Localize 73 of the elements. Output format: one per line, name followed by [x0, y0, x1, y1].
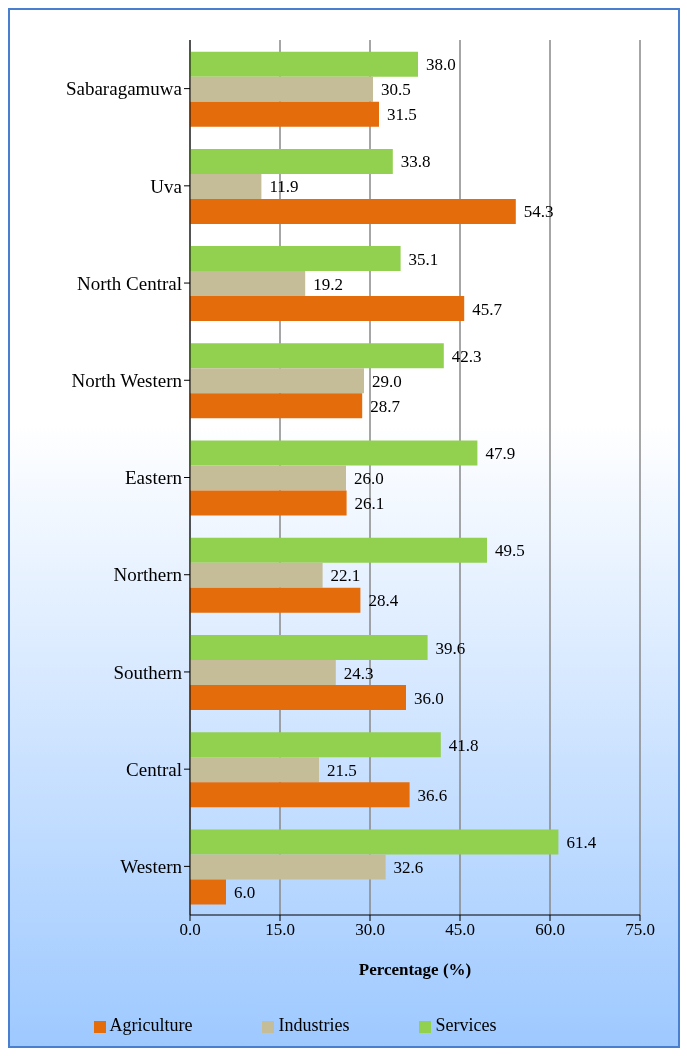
data-label: 47.9	[485, 444, 516, 464]
y-tick-label: Northern	[113, 564, 183, 586]
data-label: 32.6	[393, 857, 424, 877]
legend-label: Services	[435, 1015, 497, 1035]
data-label: 30.5	[381, 80, 411, 100]
bar	[190, 537, 487, 563]
data-label: 24.3	[343, 663, 374, 683]
x-tick-label: 60.0	[535, 920, 565, 940]
y-tick-label: Central	[126, 758, 182, 780]
bar	[190, 76, 373, 102]
y-tick-label: Southern	[113, 661, 183, 683]
data-label: 11.9	[269, 177, 299, 197]
x-tick-label: 0.0	[179, 920, 201, 940]
data-label: 45.7	[472, 299, 503, 319]
data-label: 19.2	[313, 274, 343, 294]
data-label: 38.0	[426, 55, 456, 75]
data-label: 28.4	[368, 591, 399, 611]
data-label: 22.1	[330, 566, 361, 586]
y-tick-label: Uva	[150, 175, 183, 197]
x-tick-label: 15.0	[265, 920, 295, 940]
data-label: 36.0	[414, 688, 444, 708]
y-tick-label: Western	[120, 856, 183, 878]
bar	[190, 782, 410, 808]
bar	[190, 635, 428, 660]
data-label: 26.1	[354, 494, 385, 514]
bar	[190, 271, 306, 297]
bar	[190, 393, 363, 419]
data-label: 31.5	[387, 105, 417, 125]
bar	[190, 440, 478, 466]
data-label: 29.0	[372, 371, 402, 391]
bar	[190, 587, 361, 613]
data-label: 42.3	[451, 346, 482, 366]
bar	[190, 732, 441, 758]
data-label: 21.5	[327, 760, 357, 780]
y-tick-label: North Western	[71, 370, 183, 392]
data-label: 36.6	[417, 785, 448, 805]
x-axis-title: Percentage (%)	[358, 960, 472, 979]
data-label: 61.4	[566, 832, 597, 852]
bar	[190, 829, 559, 855]
x-tick-label: 30.0	[355, 920, 385, 940]
data-label: 35.1	[408, 249, 439, 269]
bar	[190, 173, 262, 199]
bar	[190, 101, 379, 127]
bar	[190, 246, 401, 272]
data-label: 41.8	[448, 735, 479, 755]
y-tick-label: Sabaragamuwa	[65, 78, 183, 100]
data-label: 54.3	[523, 202, 554, 222]
bar	[190, 51, 418, 77]
bar	[190, 660, 336, 685]
y-tick-label: Eastern	[125, 467, 183, 489]
bar	[190, 879, 226, 905]
data-label: 33.8	[400, 152, 431, 172]
legend-label: Agriculture	[109, 1015, 193, 1035]
data-label: 49.5	[495, 541, 525, 561]
data-label: 28.7	[370, 396, 401, 416]
bar	[190, 296, 465, 322]
bar	[190, 562, 323, 588]
bar	[190, 490, 347, 516]
bar	[190, 343, 444, 369]
legend-label: Industries	[278, 1015, 350, 1035]
bar	[190, 198, 516, 224]
x-tick-label: 45.0	[445, 920, 475, 940]
x-tick-label: 75.0	[625, 920, 655, 940]
bar	[190, 854, 386, 880]
y-tick-label: North Central	[76, 272, 182, 294]
bar	[190, 685, 406, 710]
data-label: 6.0	[234, 882, 256, 902]
bar	[190, 368, 364, 394]
data-label: 39.6	[435, 638, 466, 658]
bar	[190, 465, 346, 491]
bar	[190, 148, 393, 174]
bar	[190, 757, 319, 783]
data-label: 26.0	[354, 469, 384, 489]
